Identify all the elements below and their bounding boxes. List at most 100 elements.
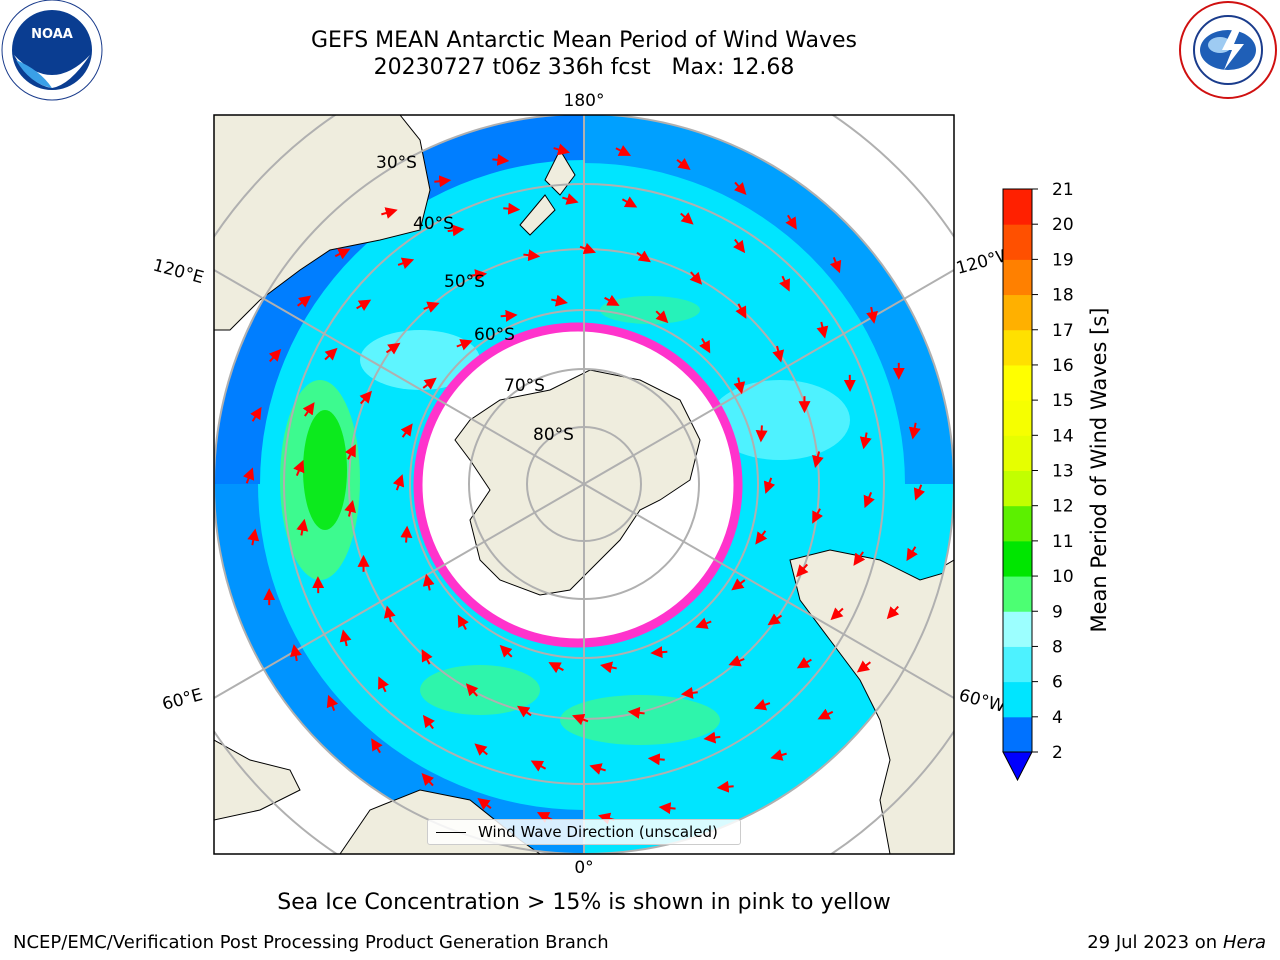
- lon-label-120e: 120°E: [151, 256, 206, 289]
- chart-subtitle: 20230727 t06z 336h fcst Max: 12.68: [373, 55, 795, 80]
- wind-wave-arrow: [796, 563, 809, 578]
- wind-wave-arrow: [359, 390, 372, 405]
- wind-wave-arrow: [615, 145, 632, 156]
- wind-wave-arrow: [421, 649, 433, 665]
- wind-wave-arrows: [242, 143, 926, 825]
- wind-wave-arrow: [658, 802, 676, 815]
- wind-wave-arrow: [356, 299, 372, 311]
- nws-logo: [1179, 1, 1277, 99]
- wind-wave-arrow: [689, 271, 703, 285]
- noaa-logo-text: NOAA: [31, 27, 73, 42]
- lon-label-60e: 60°E: [160, 685, 205, 715]
- wind-wave-arrow: [500, 309, 518, 322]
- wind-wave-arrow: [627, 706, 645, 719]
- wind-wave-arrow: [770, 749, 787, 761]
- footer-host: Hera: [1222, 932, 1266, 953]
- colorbar-bin: [1003, 329, 1032, 366]
- wind-wave-arrow: [421, 773, 435, 787]
- wind-wave-arrow: [530, 760, 547, 772]
- wind-wave-arrow: [499, 644, 513, 658]
- wind-wave-arrow: [548, 662, 564, 674]
- wind-wave-arrow: [703, 731, 721, 744]
- lat-label-60s: 60°S: [474, 325, 515, 345]
- lat-label-70s: 70°S: [504, 376, 545, 396]
- wind-wave-arrow: [733, 238, 746, 254]
- wind-wave-arrow: [816, 321, 829, 339]
- colorbar-label: Mean Period of Wind Waves [s]: [1087, 308, 1111, 633]
- wind-wave-arrow: [812, 451, 824, 469]
- wind-wave-arrow: [853, 551, 866, 566]
- colorbar-tick-label: 13: [1052, 462, 1074, 482]
- legend-label: Wind Wave Direction (unscaled): [478, 823, 718, 841]
- wind-wave-arrow: [817, 708, 834, 720]
- colorbar-bin: [1003, 224, 1032, 260]
- wind-wave-arrow: [733, 181, 747, 195]
- colorbar-bin: [1003, 681, 1032, 718]
- wind-wave-arrow: [650, 646, 668, 659]
- wind-wave-arrow: [908, 422, 921, 440]
- wind-wave-arrow: [423, 301, 440, 313]
- lon-label-60w: 60°W: [957, 686, 1008, 718]
- wind-wave-arrow: [385, 342, 401, 355]
- wind-wave-arrow: [465, 683, 479, 697]
- colorbar-tick-label: 19: [1052, 250, 1074, 270]
- wind-wave-arrow: [551, 294, 568, 307]
- wind-wave-arrow: [247, 528, 260, 546]
- lon-label-180: 180°: [564, 91, 605, 111]
- wind-wave-arrow: [886, 605, 900, 620]
- wind-wave-arrow: [695, 617, 712, 629]
- lat-label-50s: 50°S: [444, 272, 485, 292]
- colorbar-bin: [1003, 611, 1032, 647]
- wind-wave-arrow: [392, 474, 405, 491]
- wind-wave-arrow: [378, 676, 389, 693]
- wind-wave-arrow: [344, 444, 356, 460]
- footer-credit: NCEP/EMC/Verification Post Processing Pr…: [13, 932, 609, 953]
- wind-wave-arrow: [779, 275, 790, 292]
- wind-wave-arrow: [250, 406, 262, 422]
- colorbar-tick-label: 2: [1052, 743, 1063, 763]
- wind-wave-arrow: [400, 423, 413, 438]
- wind-wave-arrow: [474, 743, 488, 756]
- wind-wave-arrow: [326, 694, 339, 712]
- chart-title: GEFS MEAN Antarctic Mean Period of Wind …: [311, 28, 857, 53]
- wind-wave-arrow: [456, 339, 473, 351]
- sea-ice-caption: Sea Ice Concentration > 15% is shown in …: [277, 890, 891, 915]
- wind-wave-arrow: [344, 499, 356, 517]
- wind-wave-arrow: [492, 153, 510, 166]
- colorbar-tick-label: 18: [1052, 286, 1074, 306]
- wind-wave-arrow: [536, 812, 553, 823]
- wind-wave-arrow: [422, 573, 435, 591]
- map-legend: Wind Wave Direction (unscaled): [427, 819, 741, 845]
- footer-date-text: 29 Jul 2023 on: [1087, 932, 1223, 953]
- wind-wave-arrow: [381, 207, 398, 219]
- wind-wave-arrow: [297, 295, 312, 308]
- colorbar-tick-label: 10: [1052, 567, 1074, 587]
- colorbar-under-extension: [1002, 751, 1033, 782]
- lon-label-0: 0°: [574, 858, 593, 878]
- wind-wave-arrow: [676, 158, 691, 171]
- wind-wave-arrow: [268, 348, 282, 363]
- colorbar-tick-label: 11: [1052, 532, 1074, 552]
- wind-wave-arrow: [470, 269, 488, 282]
- colorbar-tick-label: 4: [1052, 708, 1063, 728]
- wind-wave-arrow: [324, 347, 338, 361]
- colorbar-bin: [1003, 294, 1032, 331]
- wind-wave-arrow: [796, 657, 812, 669]
- colorbar-tick-label: 14: [1052, 426, 1074, 446]
- colorbar-tick-label: 6: [1052, 673, 1063, 693]
- wind-wave-arrow: [647, 753, 665, 766]
- colorbar-bin: [1003, 576, 1032, 612]
- wind-wave-arrow: [753, 699, 771, 711]
- wind-wave-arrow: [731, 578, 746, 591]
- wind-wave-arrow: [913, 484, 926, 501]
- colorbar-bin: [1003, 540, 1032, 577]
- wind-wave-arrow: [293, 459, 305, 476]
- wind-wave-arrow: [371, 738, 383, 754]
- colorbar-tick-label: 15: [1052, 391, 1074, 411]
- wind-wave-arrow: [562, 193, 579, 205]
- wind-wave-arrow: [600, 661, 617, 674]
- wind-wave-arrow: [579, 242, 596, 255]
- wind-wave-arrow: [523, 249, 541, 262]
- colorbar-bin: [1003, 400, 1032, 436]
